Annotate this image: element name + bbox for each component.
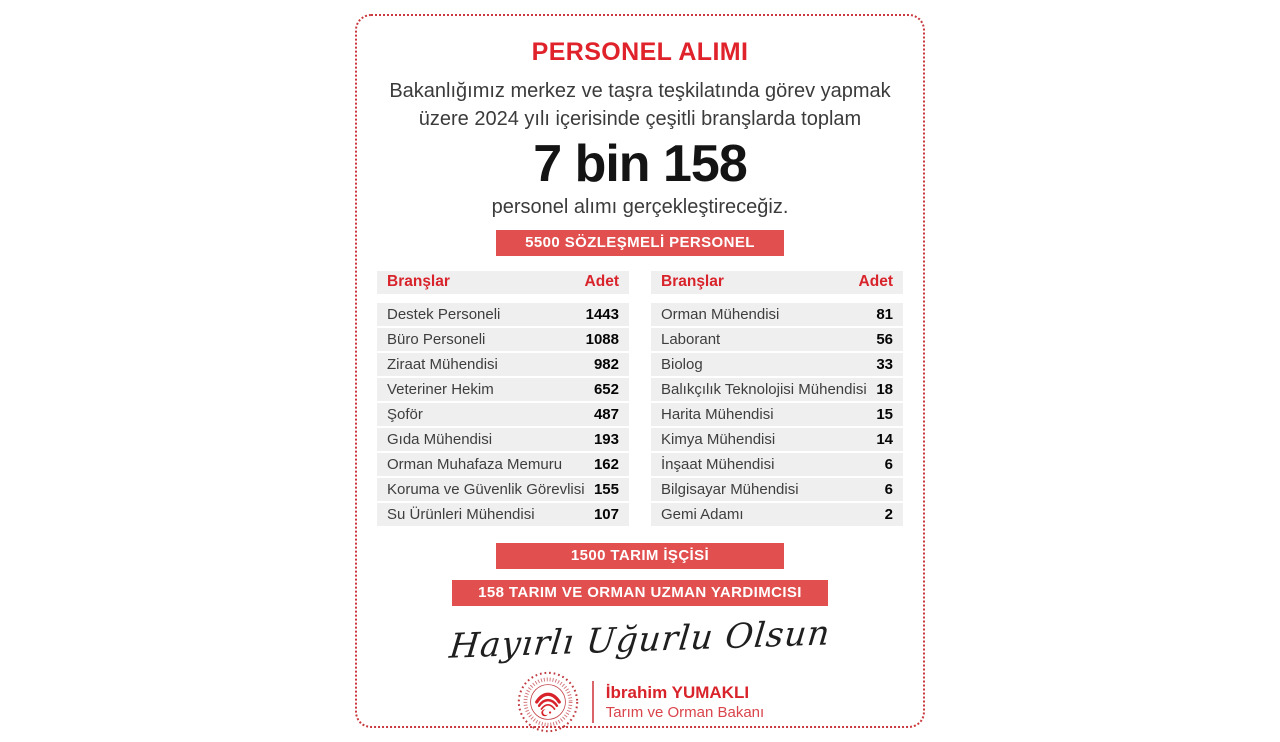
branch-count: 487 bbox=[593, 405, 619, 423]
branch-count: 14 bbox=[876, 430, 893, 448]
branch-label: Ziraat Mühendisi bbox=[387, 355, 498, 373]
table-row: Su Ürünleri Mühendisi 107 bbox=[377, 503, 629, 526]
column-header-adet: Adet bbox=[584, 273, 619, 290]
badge-tarim-iscisi: 1500 TARIM İŞÇİSİ bbox=[496, 543, 784, 569]
branch-label: Veteriner Hekim bbox=[387, 380, 494, 398]
table-row: Orman Mühendisi 81 bbox=[651, 303, 903, 326]
minister-info: İbrahim YUMAKLI Tarım ve Orman Bakanı bbox=[606, 682, 764, 722]
branch-count: 652 bbox=[593, 380, 619, 398]
intro-line-2: üzere 2024 yılı içerisinde çeşitli branş… bbox=[418, 108, 862, 130]
secondary-badges: 1500 TARIM İŞÇİSİ 158 TARIM VE ORMAN UZM… bbox=[375, 528, 905, 606]
branch-label: Şoför bbox=[387, 405, 423, 423]
table-row: Destek Personeli 1443 bbox=[377, 303, 629, 326]
branch-count: 982 bbox=[593, 355, 619, 373]
table-row: Büro Personeli 1088 bbox=[377, 328, 629, 351]
branch-label: İnşaat Mühendisi bbox=[661, 455, 775, 473]
footer-divider bbox=[591, 681, 594, 723]
branch-label: Gemi Adamı bbox=[661, 505, 744, 523]
positions-table: Branşlar Adet Destek Personeli 1443 Büro… bbox=[377, 271, 903, 528]
badge-sozlesmeli-personel: 5500 SÖZLEŞMELİ PERSONEL bbox=[496, 230, 784, 256]
branch-count: 6 bbox=[884, 480, 893, 498]
branch-count: 155 bbox=[593, 480, 619, 498]
branch-count: 107 bbox=[593, 505, 619, 523]
branch-count: 162 bbox=[593, 455, 619, 473]
branch-label: Bilgisayar Mühendisi bbox=[661, 480, 799, 498]
branch-label: Destek Personeli bbox=[387, 305, 501, 323]
branch-label: Büro Personeli bbox=[387, 330, 486, 348]
branch-label: Koruma ve Güvenlik Görevlisi bbox=[387, 480, 585, 498]
intro-text: Bakanlığımız merkez ve taşra teşkilatınd… bbox=[375, 77, 905, 133]
branch-label: Laborant bbox=[661, 330, 721, 348]
table-row: Orman Muhafaza Memuru 162 bbox=[377, 453, 629, 476]
branch-count: 18 bbox=[876, 380, 893, 398]
branch-count: 1443 bbox=[585, 305, 619, 323]
table-row: Balıkçılık Teknolojisi Mühendisi 18 bbox=[651, 378, 903, 401]
branch-count: 15 bbox=[876, 405, 893, 423]
table-row: Gemi Adamı 2 bbox=[651, 503, 903, 526]
branch-count: 2 bbox=[884, 505, 893, 523]
table-row: Biolog 33 bbox=[651, 353, 903, 376]
ministry-seal-logo bbox=[517, 671, 579, 733]
handwritten-signature: Hayırlı Uğurlu Olsun bbox=[447, 613, 833, 667]
branch-label: Gıda Mühendisi bbox=[387, 430, 493, 448]
footer: İbrahim YUMAKLI Tarım ve Orman Bakanı bbox=[375, 670, 905, 734]
table-row: Laborant 56 bbox=[651, 328, 903, 351]
table-row: Şoför 487 bbox=[377, 403, 629, 426]
table-row: İnşaat Mühendisi 6 bbox=[651, 453, 903, 476]
branch-label: Harita Mühendisi bbox=[661, 405, 774, 423]
main-badge-wrap: 5500 SÖZLEŞMELİ PERSONEL bbox=[375, 221, 905, 256]
branch-count: 56 bbox=[876, 330, 893, 348]
branch-count: 6 bbox=[884, 455, 893, 473]
table-row: Bilgisayar Mühendisi 6 bbox=[651, 478, 903, 501]
branch-label: Su Ürünleri Mühendisi bbox=[387, 505, 535, 523]
column-header-adet: Adet bbox=[858, 273, 893, 290]
branch-label: Orman Muhafaza Memuru bbox=[387, 455, 563, 473]
branch-label: Biolog bbox=[661, 355, 703, 373]
branch-label: Balıkçılık Teknolojisi Mühendisi bbox=[661, 380, 867, 398]
table-header-left: Branşlar Adet bbox=[377, 271, 629, 294]
table-header-right: Branşlar Adet bbox=[651, 271, 903, 294]
minister-role: Tarım ve Orman Bakanı bbox=[605, 704, 765, 721]
branch-count: 81 bbox=[876, 305, 893, 323]
table-row: Koruma ve Güvenlik Görevlisi 155 bbox=[377, 478, 629, 501]
table-row: Kimya Mühendisi 14 bbox=[651, 428, 903, 451]
branch-count: 193 bbox=[593, 430, 619, 448]
minister-name: İbrahim YUMAKLI bbox=[605, 683, 750, 702]
announcement-card: PERSONEL ALIMI Bakanlığımız merkez ve ta… bbox=[355, 14, 925, 733]
branch-label: Orman Mühendisi bbox=[661, 305, 780, 323]
page-title: PERSONEL ALIMI bbox=[531, 38, 749, 66]
table-row: Harita Mühendisi 15 bbox=[651, 403, 903, 426]
branch-count: 33 bbox=[876, 355, 893, 373]
intro-line-1: Bakanlığımız merkez ve taşra teşkilatınd… bbox=[389, 80, 891, 102]
intro-tail: personel alımı gerçekleştireceğiz. bbox=[491, 196, 789, 218]
table-column-right: Branşlar Adet Orman Mühendisi 81 Laboran… bbox=[651, 271, 903, 528]
branch-label: Kimya Mühendisi bbox=[661, 430, 776, 448]
table-row: Veteriner Hekim 652 bbox=[377, 378, 629, 401]
table-row: Ziraat Mühendisi 982 bbox=[377, 353, 629, 376]
table-row: Gıda Mühendisi 193 bbox=[377, 428, 629, 451]
column-header-brans: Branşlar bbox=[387, 273, 450, 290]
badge-uzman-yardimcisi: 158 TARIM VE ORMAN UZMAN YARDIMCISI bbox=[452, 580, 828, 606]
table-column-left: Branşlar Adet Destek Personeli 1443 Büro… bbox=[377, 271, 629, 528]
column-header-brans: Branşlar bbox=[661, 273, 724, 290]
total-count: 7 bin 158 bbox=[533, 135, 748, 193]
branch-count: 1088 bbox=[585, 330, 619, 348]
